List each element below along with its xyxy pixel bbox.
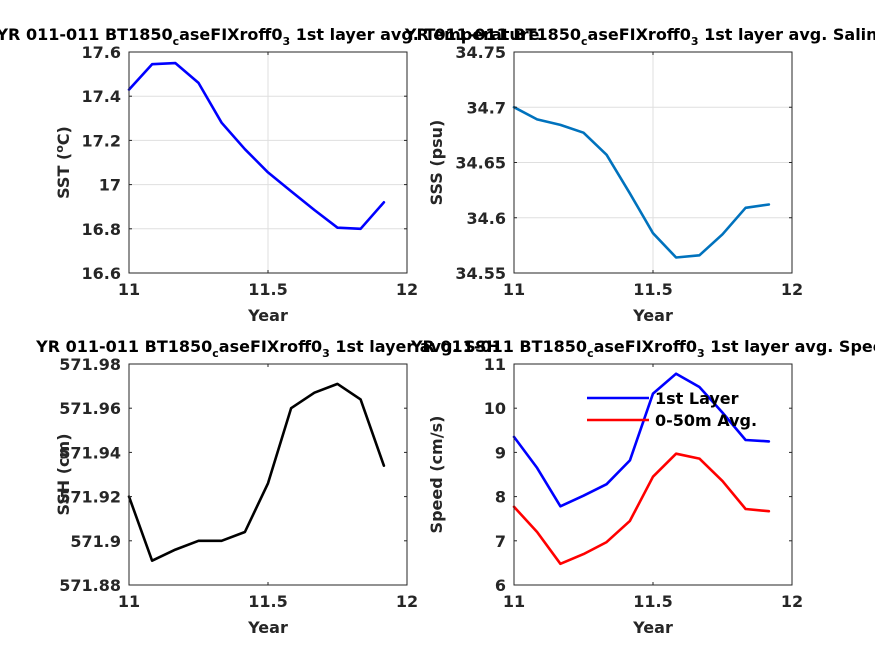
- chart-title-part: c: [212, 347, 219, 360]
- y-tick-label: 7: [495, 532, 506, 551]
- y-tick-label: 571.94: [59, 443, 121, 462]
- x-tick-label: 11: [118, 280, 140, 299]
- chart-title-part: YR 011-011 BT1850: [0, 25, 173, 44]
- y-tick-label: 571.9: [70, 532, 121, 551]
- chart-title-part: aseFIXroff0: [594, 337, 697, 356]
- chart-panel-1: 11 11.5 12 16.6 16.8 17 17.2 17.4 17.6 Year SST (o…: [0, 25, 540, 325]
- y-tick-label: 34.7: [467, 98, 506, 117]
- x-tick-label: 11.5: [248, 592, 287, 611]
- chart-title: YR 011-011 BT1850caseFIXroff03 1st layer…: [35, 337, 500, 360]
- y-tick-label: 34.55: [455, 264, 506, 283]
- x-tick-label: 11: [118, 592, 140, 611]
- chart-title-part: 1st layer avg. Temperature: [290, 25, 540, 44]
- chart-title-part: 3: [697, 347, 705, 360]
- chart-panel-3: 11 11.5 12 571.88 571.9 571.92 571.94 571.96 571…: [35, 337, 500, 637]
- y-tick-label: 17: [99, 176, 121, 195]
- y-tick-label: 11: [484, 355, 506, 374]
- y-tick-label: 34.6: [467, 209, 506, 228]
- chart-title-part: 1st layer avg. Speed: [705, 337, 875, 356]
- y-tick-label: 9: [495, 443, 506, 462]
- y-tick-label: 571.98: [59, 355, 121, 374]
- x-tick-label: 12: [396, 280, 418, 299]
- x-tick-label: 11.5: [248, 280, 287, 299]
- series-line-1: [512, 372, 771, 508]
- x-tick-label: 11: [503, 280, 525, 299]
- y-tick-label: 571.88: [59, 576, 121, 595]
- legend-label: 0-50m Avg.: [655, 411, 757, 430]
- chart-title-part: aseFIXroff0: [219, 337, 322, 356]
- x-tick-label: 11: [503, 592, 525, 611]
- y-tick-label: 16.8: [82, 220, 121, 239]
- x-tick-label: 12: [396, 592, 418, 611]
- y-tick-label: 34.65: [455, 154, 506, 173]
- chart-title-part: 1st layer avg. SSH: [330, 337, 500, 356]
- x-tick-label: 11.5: [633, 592, 672, 611]
- chart-title-part: 3: [691, 35, 699, 48]
- chart-title-part: 1st layer avg. Salinity: [699, 25, 875, 44]
- y-tick-label: 571.92: [59, 488, 121, 507]
- y-tick-label: 10: [484, 399, 506, 418]
- y-tick-label: 16.6: [82, 264, 121, 283]
- y-axis-label: Speed (cm/s): [427, 416, 446, 534]
- x-tick-label: 11.5: [633, 280, 672, 299]
- y-axis-label: SSS (psu): [427, 120, 446, 206]
- x-tick-label: 12: [781, 592, 803, 611]
- y-axis-label: SSH (cm): [54, 433, 73, 515]
- y-axis-label-part: SST (: [54, 153, 73, 199]
- y-tick-label: 8: [495, 488, 506, 507]
- plot-area: [514, 364, 792, 585]
- series-line-2: [512, 452, 771, 566]
- x-axis-label: Year: [632, 618, 673, 637]
- y-tick-label: 571.96: [59, 399, 121, 418]
- y-tick-label: 17.4: [82, 87, 121, 106]
- y-axis-label-part: C): [54, 126, 73, 145]
- y-tick-label: 17.6: [82, 43, 121, 62]
- chart-title-part: YR 011-011 BT1850: [35, 337, 212, 356]
- legend: 1st Layer 0-50m Avg.: [587, 389, 757, 430]
- chart-title-part: c: [587, 347, 594, 360]
- chart-title-part: aseFIXroff0: [588, 25, 691, 44]
- chart-title-part: YR 011-011 BT1850: [410, 337, 587, 356]
- x-axis-label: Year: [247, 306, 288, 325]
- x-axis-label: Year: [247, 618, 288, 637]
- x-axis-label: Year: [632, 306, 673, 325]
- series-line-1: [127, 61, 386, 231]
- chart-panel-2: 11 11.5 12 34.55 34.6 34.65 34.7 34.75 Year SSS (…: [404, 25, 875, 325]
- series-line-1: [127, 382, 386, 563]
- series-line-1: [512, 105, 771, 259]
- y-axis-label: SST (oC): [53, 126, 74, 199]
- chart-panel-4: 11 11.5 12 6 7 8 9 10 11 Year Speed (cm/s) YR 011-0…: [410, 337, 875, 637]
- chart-title-part: aseFIXroff0: [179, 25, 282, 44]
- y-tick-label: 34.75: [455, 43, 506, 62]
- chart-title-part: 3: [322, 347, 330, 360]
- chart-title: YR 011-011 BT1850caseFIXroff03 1st layer…: [404, 25, 875, 48]
- y-tick-label: 6: [495, 576, 506, 595]
- y-tick-label: 17.2: [82, 131, 121, 150]
- chart-title: YR 011-011 BT1850caseFIXroff03 1st layer…: [410, 337, 875, 360]
- chart-title-part: 3: [282, 35, 290, 48]
- chart-title: YR 011-011 BT1850caseFIXroff03 1st layer…: [0, 25, 540, 48]
- x-tick-label: 12: [781, 280, 803, 299]
- chart-title-part: YR 011-011 BT1850: [404, 25, 581, 44]
- y-axis-label-superscript: o: [53, 145, 66, 153]
- chart-title-part: c: [581, 35, 588, 48]
- chart-title-part: c: [173, 35, 180, 48]
- legend-label: 1st Layer: [655, 389, 739, 408]
